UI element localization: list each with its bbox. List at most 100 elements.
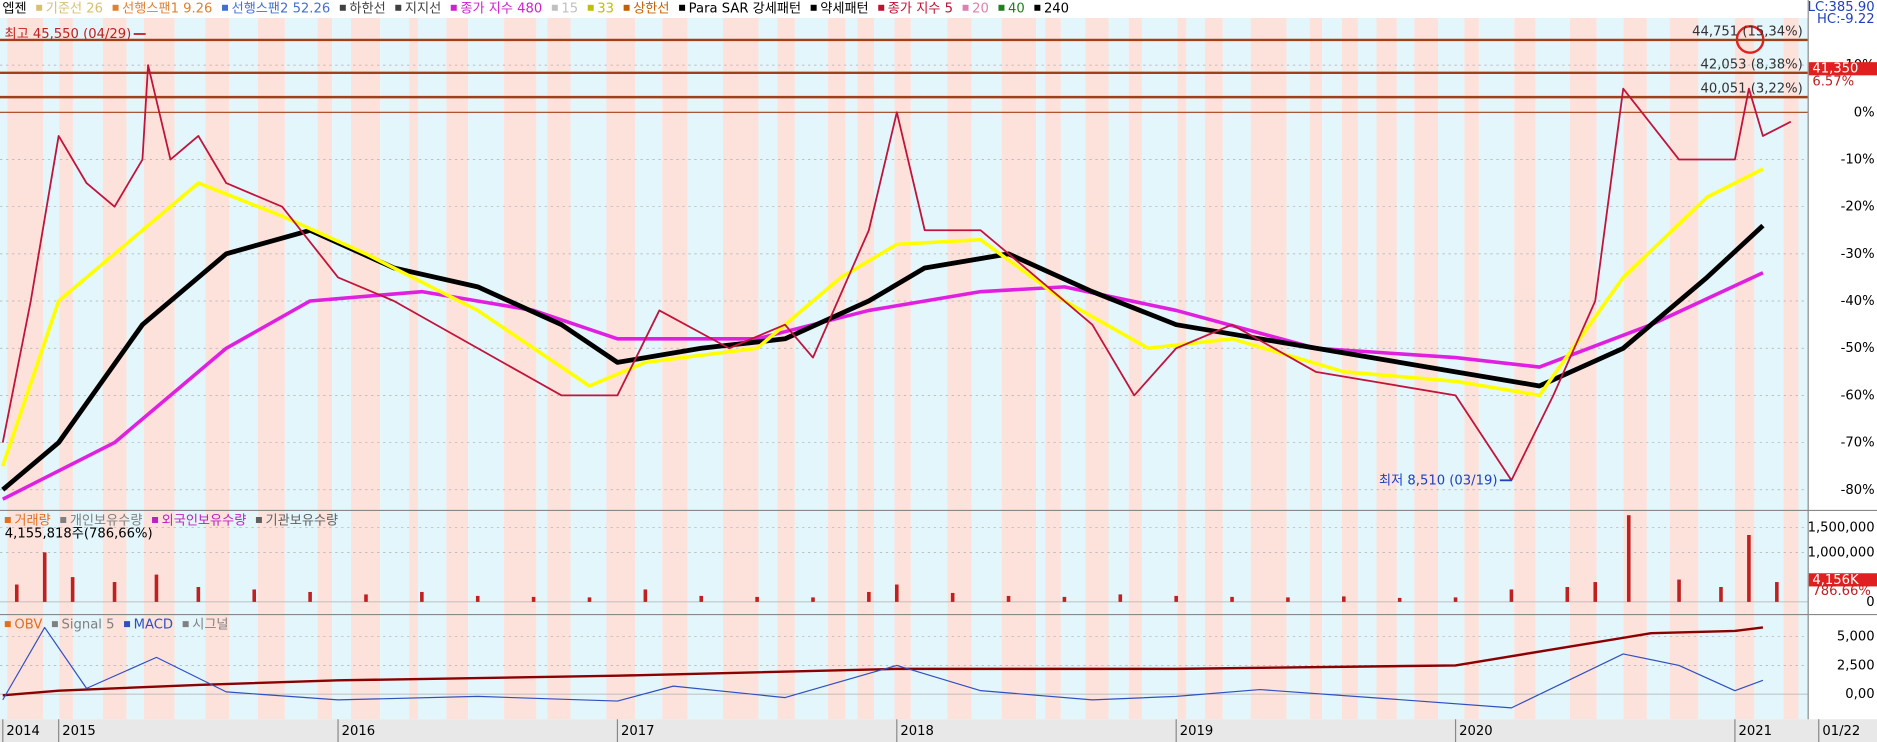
y-tick-label: 2,500 [1837,658,1875,673]
volume-bar [252,589,257,602]
stripe [284,17,318,720]
legend-entry: 엡젠 [2,0,26,16]
last-price-box [1808,62,1877,76]
legend-swatch [1034,4,1041,11]
legend-swatch [587,4,594,11]
volume-bar [1286,597,1290,602]
volume-bar [1593,582,1598,602]
last-pct: 6.57% [1812,74,1854,89]
volume-bar [196,586,201,602]
stripe [635,17,663,720]
last-volume-box [1808,573,1877,587]
legend-swatch [222,4,229,11]
stripe [72,17,103,720]
legend-entry: 선행스팬2 52.26 [232,0,331,16]
volume-bar [1719,586,1723,602]
stripe [317,17,333,720]
x-tick-label: 2020 [1459,724,1492,739]
legend-swatch [878,4,885,11]
legend-swatch [36,4,43,11]
legend-swatch [255,517,262,523]
series-line [1,223,1765,492]
stripe [1250,17,1287,720]
legend-swatch [623,4,630,11]
legend-swatch [998,4,1005,11]
volume-bar [1397,597,1402,602]
stripe [102,17,127,720]
legend-entry: OBV [14,618,42,633]
lc-label: LC:385.90 [1808,0,1875,15]
x-tick-label: 2014 [6,724,39,739]
legend-entry: Para SAR 강세패턴 [689,0,801,16]
stripe [910,17,948,720]
stripe [777,17,795,720]
volume-bar [1509,589,1514,602]
legend-entry: 기준선 26 [46,0,103,16]
y-tick-label: -10% [1841,152,1875,167]
volume-bar [1775,582,1779,602]
volume-bar [420,591,424,602]
legend-entry: Signal 5 [62,618,115,633]
stripe [468,17,505,720]
stripe [1222,17,1251,720]
y-tick-label: 0% [1854,105,1875,120]
volume-bar [587,597,592,602]
volume-bar [308,591,312,602]
legend-entry: 33 [597,1,614,16]
legend-swatch [450,4,457,11]
legend-swatch [60,517,67,523]
legend-entry: 20 [972,1,989,16]
volume-bar [895,584,899,602]
y-tick-label: 1,500,000 [1808,521,1875,536]
stripe [828,17,846,720]
legend-swatch [551,4,558,11]
stripe [409,17,418,720]
stripe [1754,17,1784,720]
y-tick-label: 0,00 [1845,687,1874,702]
stripe [857,17,874,720]
volume-bar [755,596,759,602]
volume-bar [950,592,955,602]
y-tick-label: 5,000 [1837,630,1875,645]
volume-bar [867,591,871,602]
x-tick-label: 2015 [62,724,95,739]
stripe [758,17,778,720]
x-axis-bar [0,719,1877,742]
legend-swatch [4,621,11,628]
stripe [417,17,447,720]
stripe [662,17,688,720]
stripe [1357,17,1377,720]
series-line [1,167,1764,467]
stripe [1286,17,1310,720]
stripe [1309,17,1323,720]
last-price: 41,350 [1812,62,1858,77]
legend-entry: 시그널 [192,617,228,633]
stripe [257,17,285,720]
x-tick-label: 01/22 [1822,724,1860,739]
stripe [1085,17,1109,720]
volume-bar [1174,595,1178,602]
stripe [1783,17,1799,720]
stripe [1128,17,1142,720]
y-tick-label: -80% [1841,483,1875,498]
stripe [43,17,60,720]
volume-bar [699,595,704,602]
legend-swatch [182,621,189,628]
legend-swatch [51,621,58,628]
legend-entry: 40 [1008,1,1025,16]
volume-bar [112,582,117,602]
series-line [2,626,1764,697]
stripe [229,17,258,720]
volume-bar [154,574,159,602]
volume-bar [14,584,19,602]
volume-bar [1230,596,1234,602]
legend-swatch [395,4,402,11]
stripe [144,17,175,720]
x-tick-label: 2021 [1739,724,1772,739]
legend-swatch [679,4,686,11]
legend-swatch [810,4,817,11]
stripe [536,17,548,720]
legend-swatch [112,4,119,11]
stripe [446,17,469,720]
legend-entry: 지지선 [405,0,441,16]
